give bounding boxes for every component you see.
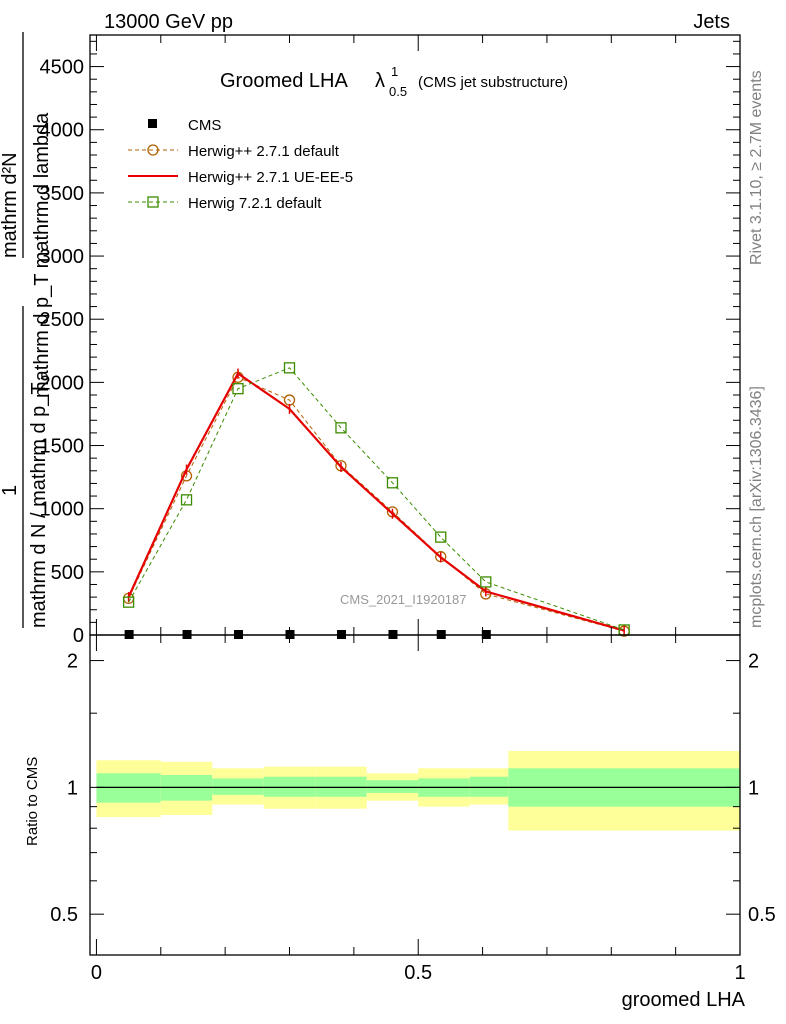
main-ylabel: mathrm d²N mathrm d p_T mathrm d lambda … bbox=[0, 32, 53, 628]
ylabel-one: 1 bbox=[0, 485, 21, 496]
ylabel-numerator: mathrm d²N bbox=[0, 152, 21, 258]
main-ytick-label-0: 0 bbox=[73, 625, 84, 647]
ylabel-dn-dpt: mathrm d N / mathrm d p_T bbox=[28, 382, 50, 628]
series-2-point-3 bbox=[283, 362, 296, 374]
main-ytick-label-2: 1000 bbox=[40, 499, 85, 521]
xlabel: groomed LHA bbox=[622, 989, 746, 1011]
series-2-point-0 bbox=[122, 596, 135, 608]
series-2-point-1 bbox=[180, 494, 193, 506]
series-2-point-4 bbox=[335, 422, 347, 434]
legend-herwig7-default-marker bbox=[147, 196, 159, 208]
legend-herwigpp-default-marker bbox=[147, 144, 159, 156]
ratio-green-band-7 bbox=[469, 776, 509, 797]
title-lambda: λ bbox=[375, 70, 385, 92]
rivet-label: Rivet 3.1.10, ≥ 2.7M events bbox=[748, 70, 765, 265]
ylabel-denominator: mathrm d p_T mathrm d lambda bbox=[31, 112, 53, 398]
legend-cms-label: CMS bbox=[188, 117, 221, 134]
ratio-green-band-5 bbox=[366, 780, 419, 793]
main-ytick-label-9: 4500 bbox=[40, 57, 85, 79]
title-main: Groomed LHA bbox=[220, 70, 348, 92]
ratio-xtick-label-1: 0.5 bbox=[404, 962, 432, 984]
ratio-ytick-label-right-0: 0.5 bbox=[748, 904, 776, 926]
legend-item-cms: CMS bbox=[148, 117, 221, 134]
series-2-point-5 bbox=[386, 477, 399, 489]
axes: 0 500 1000 1500 2000 2500 3000 3500 4000 4500 0 0.5… bbox=[40, 34, 776, 984]
ratio-ytick-label-left-1: 1 bbox=[67, 777, 78, 799]
ratio-ytick-label-right-2: 2 bbox=[748, 651, 759, 673]
series-2-point-7 bbox=[480, 576, 492, 588]
main-ytick-label-7: 3500 bbox=[40, 183, 85, 205]
legend-herwig7-default-label: Herwig 7.2.1 default bbox=[188, 195, 322, 212]
ratio-xtick-label-0: 0 bbox=[91, 962, 102, 984]
main-ytick-label-1: 500 bbox=[51, 562, 84, 584]
analysis-watermark: CMS_2021_I1920187 bbox=[340, 592, 467, 607]
legend-cms-marker bbox=[148, 119, 157, 128]
main-ytick-label-4: 2000 bbox=[40, 372, 85, 394]
legend-herwigpp-default-label: Herwig++ 2.7.1 default bbox=[188, 143, 340, 160]
ratio-ylabel: Ratio to CMS bbox=[24, 757, 41, 846]
ratio-green-band-4 bbox=[315, 776, 367, 797]
mcplots-label: mcplots.cern.ch [arXiv:1306.3436] bbox=[748, 386, 765, 628]
ratio-xtick-label-2: 1 bbox=[734, 962, 745, 984]
ratio-bands bbox=[96, 750, 740, 831]
main-ytick-label-6: 3000 bbox=[40, 246, 85, 268]
ratio-frame bbox=[89, 634, 741, 956]
legend-herwigpp-ueee5-label: Herwig++ 2.7.1 UE-EE-5 bbox=[188, 169, 353, 186]
main-ytick-label-5: 2500 bbox=[40, 309, 85, 331]
series-2-point-6 bbox=[435, 531, 447, 543]
ratio-green-band-3 bbox=[263, 776, 316, 797]
ratio-ytick-label-right-1: 1 bbox=[748, 777, 759, 799]
series-line-2 bbox=[128, 367, 625, 631]
jets-label: Jets bbox=[693, 11, 730, 33]
energy-label: 13000 GeV pp bbox=[104, 11, 233, 33]
legend-item-herwigpp-ueee5: Herwig++ 2.7.1 UE-EE-5 bbox=[128, 169, 353, 186]
series-2-point-2 bbox=[232, 383, 244, 395]
ratio-green-band-2 bbox=[212, 778, 264, 795]
ratio-ytick-label-left-0: 0.5 bbox=[50, 904, 78, 926]
main-ytick-label-8: 4000 bbox=[40, 120, 85, 142]
title-sup: 1 bbox=[391, 64, 398, 79]
legend-item-herwig7-default: Herwig 7.2.1 default bbox=[128, 195, 322, 212]
ratio-ytick-label-left-2: 2 bbox=[67, 651, 78, 673]
legend-item-herwigpp-default: Herwig++ 2.7.1 default bbox=[128, 143, 340, 160]
title-sub: 0.5 bbox=[389, 84, 407, 99]
plot-title: Groomed LHA λ 1 0.5 (CMS jet substructur… bbox=[220, 64, 568, 99]
main-ytick-label-3: 1500 bbox=[40, 436, 85, 458]
legend: CMS Herwig++ 2.7.1 default Herwig++ 2.7.… bbox=[128, 117, 353, 212]
title-suffix: (CMS jet substructure) bbox=[418, 74, 568, 91]
